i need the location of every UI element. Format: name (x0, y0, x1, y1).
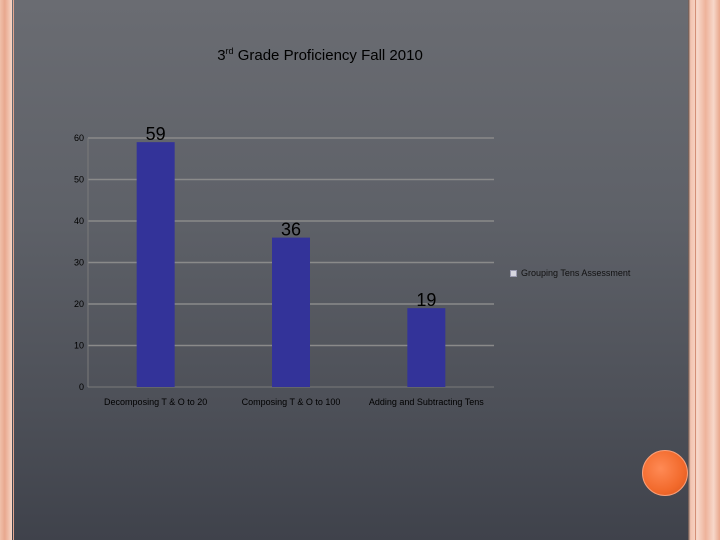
y-tick-label: 40 (74, 216, 84, 226)
x-tick-label: Composing T & O to 100 (242, 397, 341, 407)
data-label: 59 (146, 124, 166, 144)
left-border-line (13, 0, 14, 540)
legend-label: Grouping Tens Assessment (521, 268, 631, 278)
y-tick-label: 50 (74, 175, 84, 185)
x-tick-label: Adding and Subtracting Tens (369, 397, 484, 407)
legend-swatch (510, 269, 517, 277)
y-tick-label: 0 (79, 382, 84, 392)
orange-circle-decoration (642, 450, 688, 496)
y-tick-label: 60 (74, 133, 84, 143)
y-tick-label: 10 (74, 341, 84, 351)
data-label: 36 (281, 220, 301, 240)
right-decorative-border (688, 0, 720, 540)
x-tick-label: Decomposing T & O to 20 (104, 397, 207, 407)
chart-title-ordinal: rd (225, 46, 234, 56)
bar (136, 142, 175, 387)
chart-title-number: 3 (217, 47, 226, 64)
left-decorative-border (0, 0, 12, 540)
chart-title-text: Grade Proficiency Fall 2010 (233, 47, 423, 64)
legend: Grouping Tens Assessment (510, 268, 630, 278)
bar (407, 308, 446, 387)
right-border-line (695, 0, 696, 540)
bar (272, 237, 310, 387)
data-label: 19 (416, 290, 436, 310)
y-tick-label: 30 (74, 258, 84, 268)
chart-title: 3rd Grade Proficiency Fall 2010 (150, 46, 490, 64)
y-tick-label: 20 (74, 299, 84, 309)
